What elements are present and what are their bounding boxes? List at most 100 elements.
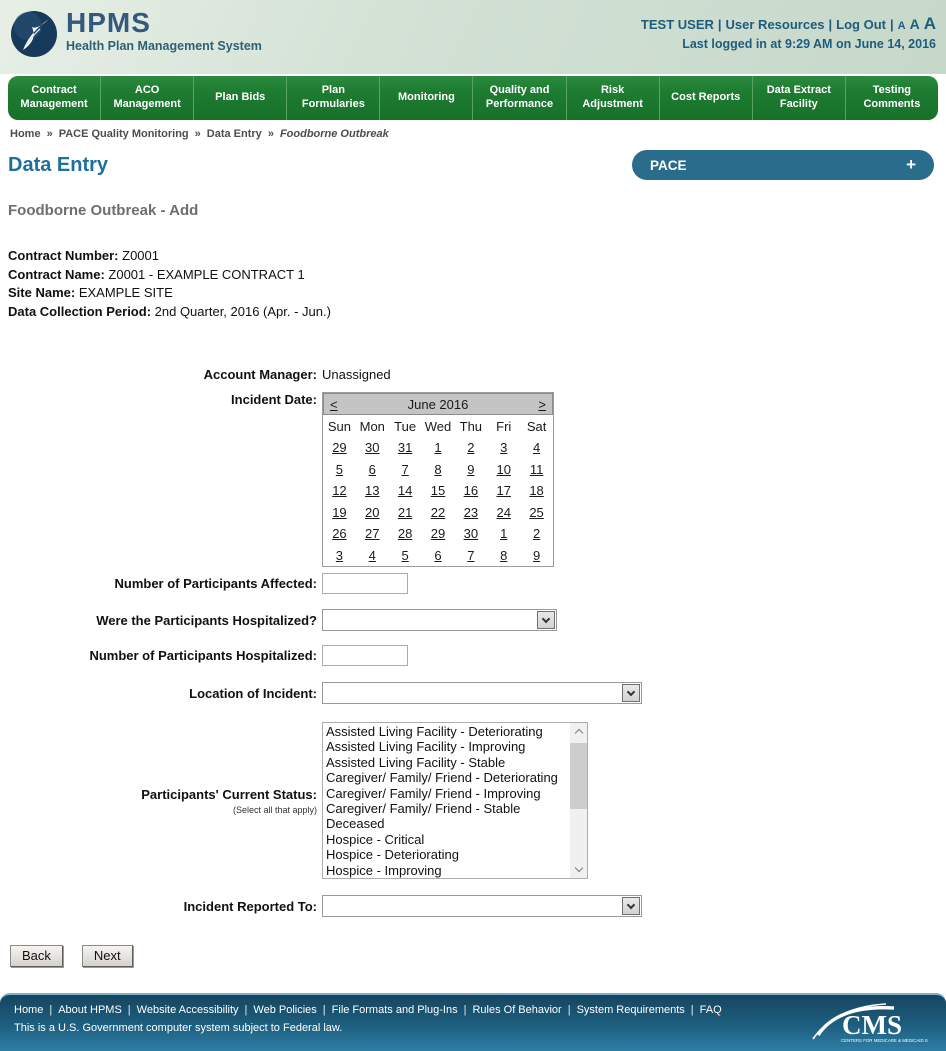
calendar-date-link[interactable]: 1 xyxy=(500,526,508,542)
footer-link-rules-of-behavior[interactable]: Rules Of Behavior xyxy=(472,1004,562,1016)
calendar-date-link[interactable]: 30 xyxy=(463,526,479,542)
calendar-date-link[interactable]: 4 xyxy=(368,547,376,563)
calendar-date-link[interactable]: 17 xyxy=(496,483,511,499)
calendar-date-link[interactable]: 11 xyxy=(529,461,544,477)
calendar-date-link[interactable]: 27 xyxy=(365,526,380,542)
calendar-date-link[interactable]: 14 xyxy=(397,483,413,499)
nav-tab-monitoring[interactable]: Monitoring xyxy=(379,76,472,120)
calendar-date-link[interactable]: 8 xyxy=(500,547,508,563)
calendar-date-link[interactable]: 26 xyxy=(332,526,347,542)
footer-link-website-accessibility[interactable]: Website Accessibility xyxy=(136,1004,239,1016)
calendar-date-cell: 22 xyxy=(422,502,455,524)
calendar-date-link[interactable]: 25 xyxy=(529,504,544,520)
status-option-hospice-critical[interactable]: Hospice - Critical xyxy=(326,831,425,847)
calendar-date-link[interactable]: 12 xyxy=(332,483,347,499)
calendar-date-link[interactable]: 13 xyxy=(365,483,380,499)
calendar-date-link[interactable]: 23 xyxy=(463,504,479,520)
nav-tab-testing-comments[interactable]: Testing Comments xyxy=(844,76,938,120)
footer-link-file-formats-and-plug-ins[interactable]: File Formats and Plug-Ins xyxy=(331,1004,458,1016)
font-size-control-2[interactable]: A xyxy=(909,16,920,32)
status-option-caregiver-family-friend-stable[interactable]: Caregiver/ Family/ Friend - Stable xyxy=(326,801,521,817)
dropdown-arrow-button[interactable] xyxy=(622,897,640,915)
nav-tab-contract-management[interactable]: Contract Management xyxy=(20,84,88,110)
calendar-date-link[interactable]: 30 xyxy=(365,440,380,456)
calendar-date-link[interactable]: 29 xyxy=(332,440,347,456)
footer-link-system-requirements[interactable]: System Requirements xyxy=(576,1004,685,1016)
font-size-control-1[interactable]: A xyxy=(897,20,906,32)
calendar-date-link[interactable]: 7 xyxy=(467,547,475,563)
scroll-up-icon[interactable] xyxy=(570,723,587,740)
calendar-date-link[interactable]: 7 xyxy=(401,461,409,477)
listbox-scrollbar[interactable] xyxy=(570,723,587,878)
calendar-date-link[interactable]: 16 xyxy=(463,483,479,499)
footer-link-home[interactable]: Home xyxy=(14,1004,44,1016)
calendar-date-link[interactable]: 6 xyxy=(368,461,376,477)
calendar-date-cell: 21 xyxy=(389,502,422,524)
location-select[interactable] xyxy=(322,682,642,704)
calendar-date-link[interactable]: 2 xyxy=(467,440,475,456)
calendar-date-link[interactable]: 18 xyxy=(529,483,544,499)
calendar-date-link[interactable]: 29 xyxy=(430,526,446,542)
breadcrumb-item-home[interactable]: Home xyxy=(10,128,41,140)
scrollbar-thumb[interactable] xyxy=(570,743,587,809)
participants-hospitalized-input[interactable] xyxy=(322,645,408,666)
calendar-date-link[interactable]: 10 xyxy=(496,461,511,477)
calendar-prev-link[interactable]: < xyxy=(330,396,338,412)
next-button[interactable]: Next xyxy=(81,945,133,967)
incident-reported-select[interactable] xyxy=(322,895,642,917)
breadcrumb-item-pace-quality-monitoring[interactable]: PACE Quality Monitoring xyxy=(58,128,189,140)
calendar-date-link[interactable]: 5 xyxy=(401,547,409,563)
back-button[interactable]: Back xyxy=(10,945,63,967)
status-option-hospice-deteriorating[interactable]: Hospice - Deteriorating xyxy=(326,847,459,863)
calendar-date-link[interactable]: 4 xyxy=(532,440,541,456)
calendar-date-link[interactable]: 20 xyxy=(365,504,380,520)
calendar-date-link[interactable]: 2 xyxy=(532,526,541,542)
calendar-date-link[interactable]: 9 xyxy=(532,547,541,563)
nav-tab-aco-management[interactable]: ACO Management xyxy=(100,76,193,120)
calendar-date-link[interactable]: 31 xyxy=(397,440,413,456)
status-option-assisted-living-facility-stable[interactable]: Assisted Living Facility - Stable xyxy=(326,754,506,770)
participants-status-listbox[interactable]: Assisted Living Facility - Deteriorating… xyxy=(322,722,588,879)
dropdown-arrow-button[interactable] xyxy=(622,684,640,702)
calendar-date-link[interactable]: 9 xyxy=(467,461,475,477)
button-row: Back Next xyxy=(10,945,946,967)
log-out-link[interactable]: Log Out xyxy=(836,17,886,32)
participants-affected-input[interactable] xyxy=(322,573,408,594)
calendar-date-link[interactable]: 5 xyxy=(335,461,344,477)
calendar-date-link[interactable]: 21 xyxy=(397,504,413,520)
nav-tab-plan-bids[interactable]: Plan Bids xyxy=(193,76,286,120)
calendar-date-link[interactable]: 24 xyxy=(496,504,511,520)
calendar-date-link[interactable]: 3 xyxy=(500,440,508,456)
calendar-date-link[interactable]: 15 xyxy=(430,483,446,499)
status-option-assisted-living-facility-improving[interactable]: Assisted Living Facility - Improving xyxy=(326,739,526,755)
calendar-date-link[interactable]: 28 xyxy=(397,526,413,542)
status-option-hospice-improving[interactable]: Hospice - Improving xyxy=(326,862,442,878)
calendar-date-link[interactable]: 1 xyxy=(434,440,442,456)
nav-tab-quality-and-performance[interactable]: Quality and Performance xyxy=(472,76,565,120)
calendar-date-link[interactable]: 3 xyxy=(335,547,344,563)
footer-link-web-policies[interactable]: Web Policies xyxy=(253,1004,317,1016)
user-resources-link[interactable]: User Resources xyxy=(725,17,825,32)
nav-tab-cost-reports[interactable]: Cost Reports xyxy=(658,76,752,120)
dropdown-arrow-button[interactable] xyxy=(537,611,555,629)
font-size-control-3[interactable]: A xyxy=(923,14,936,33)
calendar-date-link[interactable]: 22 xyxy=(430,504,446,520)
status-option-caregiver-family-friend-improving[interactable]: Caregiver/ Family/ Friend - Improving xyxy=(326,785,541,801)
status-option-deceased[interactable]: Deceased xyxy=(326,816,385,832)
nav-tab-plan-formularies[interactable]: Plan Formularies xyxy=(286,76,379,120)
status-option-assisted-living-facility-deteriorating[interactable]: Assisted Living Facility - Deteriorating xyxy=(326,724,543,739)
nav-tab-data-extract-facility[interactable]: Data Extract Facility xyxy=(751,76,845,120)
incident-date-row: Incident Date: < June 2016 > Sun Mon Tue We… xyxy=(0,392,946,567)
footer-link-about-hpms[interactable]: About HPMS xyxy=(58,1004,122,1016)
pace-section-button[interactable]: PACE + xyxy=(632,150,934,180)
scroll-down-icon[interactable] xyxy=(570,861,587,878)
hospitalized-select[interactable] xyxy=(322,609,557,631)
calendar-next-link[interactable]: > xyxy=(538,396,546,412)
nav-tab-risk-adjustment[interactable]: Risk Adjustment xyxy=(565,76,659,120)
status-option-caregiver-family-friend-deteriorating[interactable]: Caregiver/ Family/ Friend - Deterioratin… xyxy=(326,770,558,786)
calendar-date-link[interactable]: 6 xyxy=(434,547,442,563)
calendar-date-link[interactable]: 8 xyxy=(434,461,442,477)
calendar-date-link[interactable]: 19 xyxy=(332,504,347,520)
footer-link-faq[interactable]: FAQ xyxy=(699,1004,722,1016)
breadcrumb-item-data-entry[interactable]: Data Entry xyxy=(206,128,262,140)
